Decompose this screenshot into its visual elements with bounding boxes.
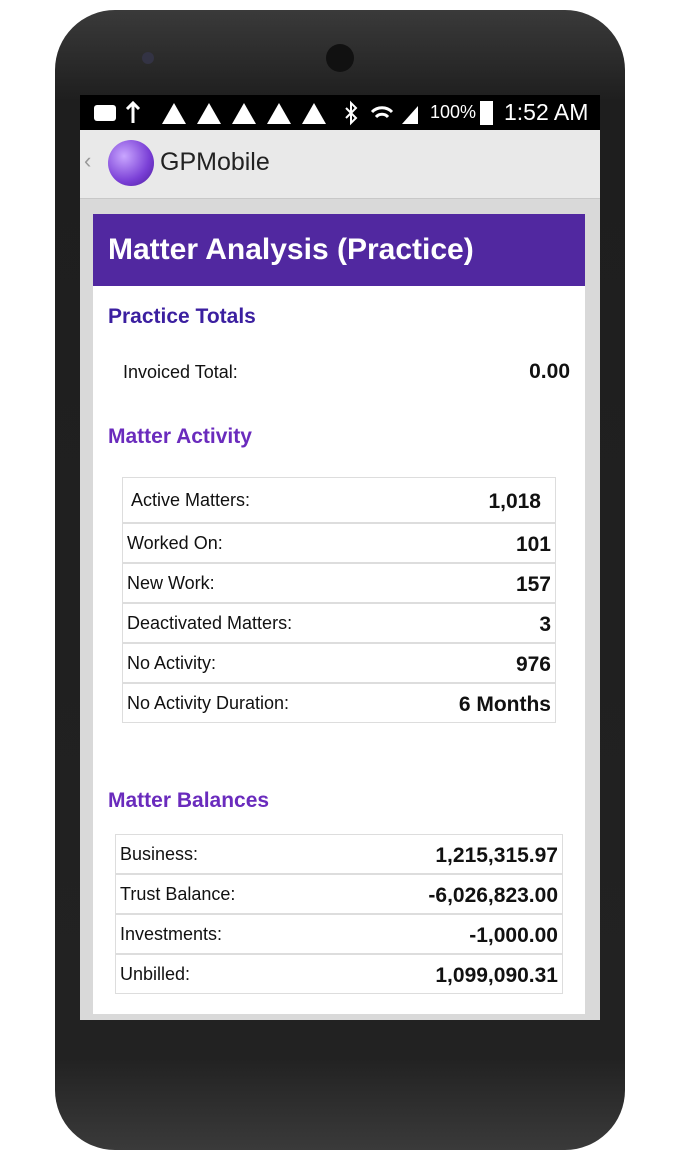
row-value: 6 Months — [458, 693, 551, 716]
row-value: 3 — [539, 613, 551, 636]
row-value: 1,215,315.97 — [435, 844, 558, 867]
speaker — [326, 44, 354, 72]
table-row: Unbilled: 1,099,090.31 — [115, 954, 563, 994]
table-row: Investments: -1,000.00 — [115, 914, 563, 954]
table-row: Trust Balance: -6,026,823.00 — [115, 874, 563, 914]
table-row: Deactivated Matters: 3 — [122, 603, 556, 643]
content-card: Matter Analysis (Practice) Practice Tota… — [93, 214, 585, 1014]
screen: 100% 1:52 AM ‹ GPMobile Matter Analysis … — [80, 95, 600, 1020]
camera — [142, 52, 154, 64]
row-label: Invoiced Total: — [123, 362, 238, 382]
app-logo — [108, 140, 154, 186]
row-label: Business: — [120, 844, 199, 864]
back-icon[interactable]: ‹ — [84, 148, 92, 173]
row-value: 976 — [515, 653, 551, 676]
row-value: 157 — [515, 573, 551, 596]
row-label: No Activity Duration: — [127, 693, 290, 713]
app-title: GPMobile — [160, 148, 270, 176]
section-title: Matter Balances — [108, 789, 270, 812]
row-value: 0.00 — [529, 360, 570, 383]
battery-percent: 100% — [430, 102, 477, 122]
row-value: -1,000.00 — [469, 924, 558, 947]
status-icons — [94, 100, 418, 126]
row-label: Deactivated Matters: — [127, 613, 293, 633]
status-bar: 100% 1:52 AM — [80, 95, 600, 130]
row-value: 1,018 — [488, 490, 541, 513]
table-row: Business: 1,215,315.97 — [115, 834, 563, 874]
row-value: -6,026,823.00 — [428, 884, 558, 907]
row-label: Trust Balance: — [120, 884, 236, 904]
row-label: New Work: — [127, 573, 215, 593]
table-row: New Work: 157 — [122, 563, 556, 603]
section-title: Practice Totals — [108, 305, 256, 328]
row-value: 1,099,090.31 — [435, 964, 558, 987]
clock: 1:52 AM — [504, 99, 589, 125]
page-header: Matter Analysis (Practice) — [93, 214, 585, 286]
row-label: Active Matters: — [131, 490, 251, 510]
battery-icon — [480, 101, 493, 125]
row-label: No Activity: — [127, 653, 217, 673]
table-row: Active Matters: 1,018 — [122, 477, 556, 523]
table-row: Worked On: 101 — [122, 523, 556, 563]
row-value: 101 — [515, 533, 551, 556]
section-title: Matter Activity — [108, 425, 252, 448]
table-row: No Activity: 976 — [122, 643, 556, 683]
app-bar: ‹ GPMobile — [80, 130, 600, 199]
row-label: Worked On: — [127, 533, 223, 553]
table-row: No Activity Duration: 6 Months — [122, 683, 556, 723]
row-label: Unbilled: — [120, 964, 191, 984]
row-label: Investments: — [120, 924, 223, 944]
